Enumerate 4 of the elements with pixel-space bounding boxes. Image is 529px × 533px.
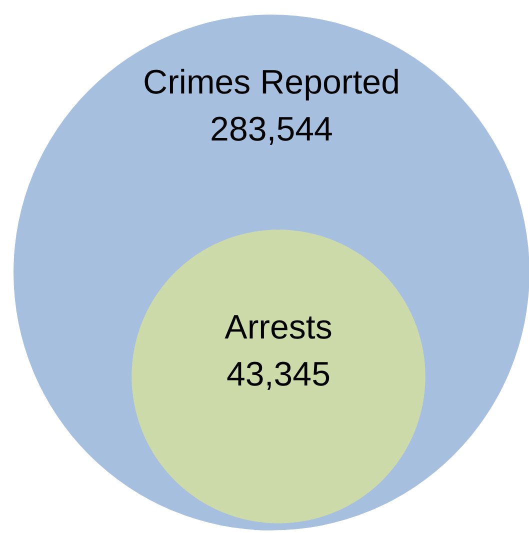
data-label: 283,544 <box>210 110 333 148</box>
category-label: Crimes Reported <box>143 64 400 102</box>
category-label: Arrests <box>224 308 332 346</box>
data-label: 43,345 <box>226 356 331 394</box>
